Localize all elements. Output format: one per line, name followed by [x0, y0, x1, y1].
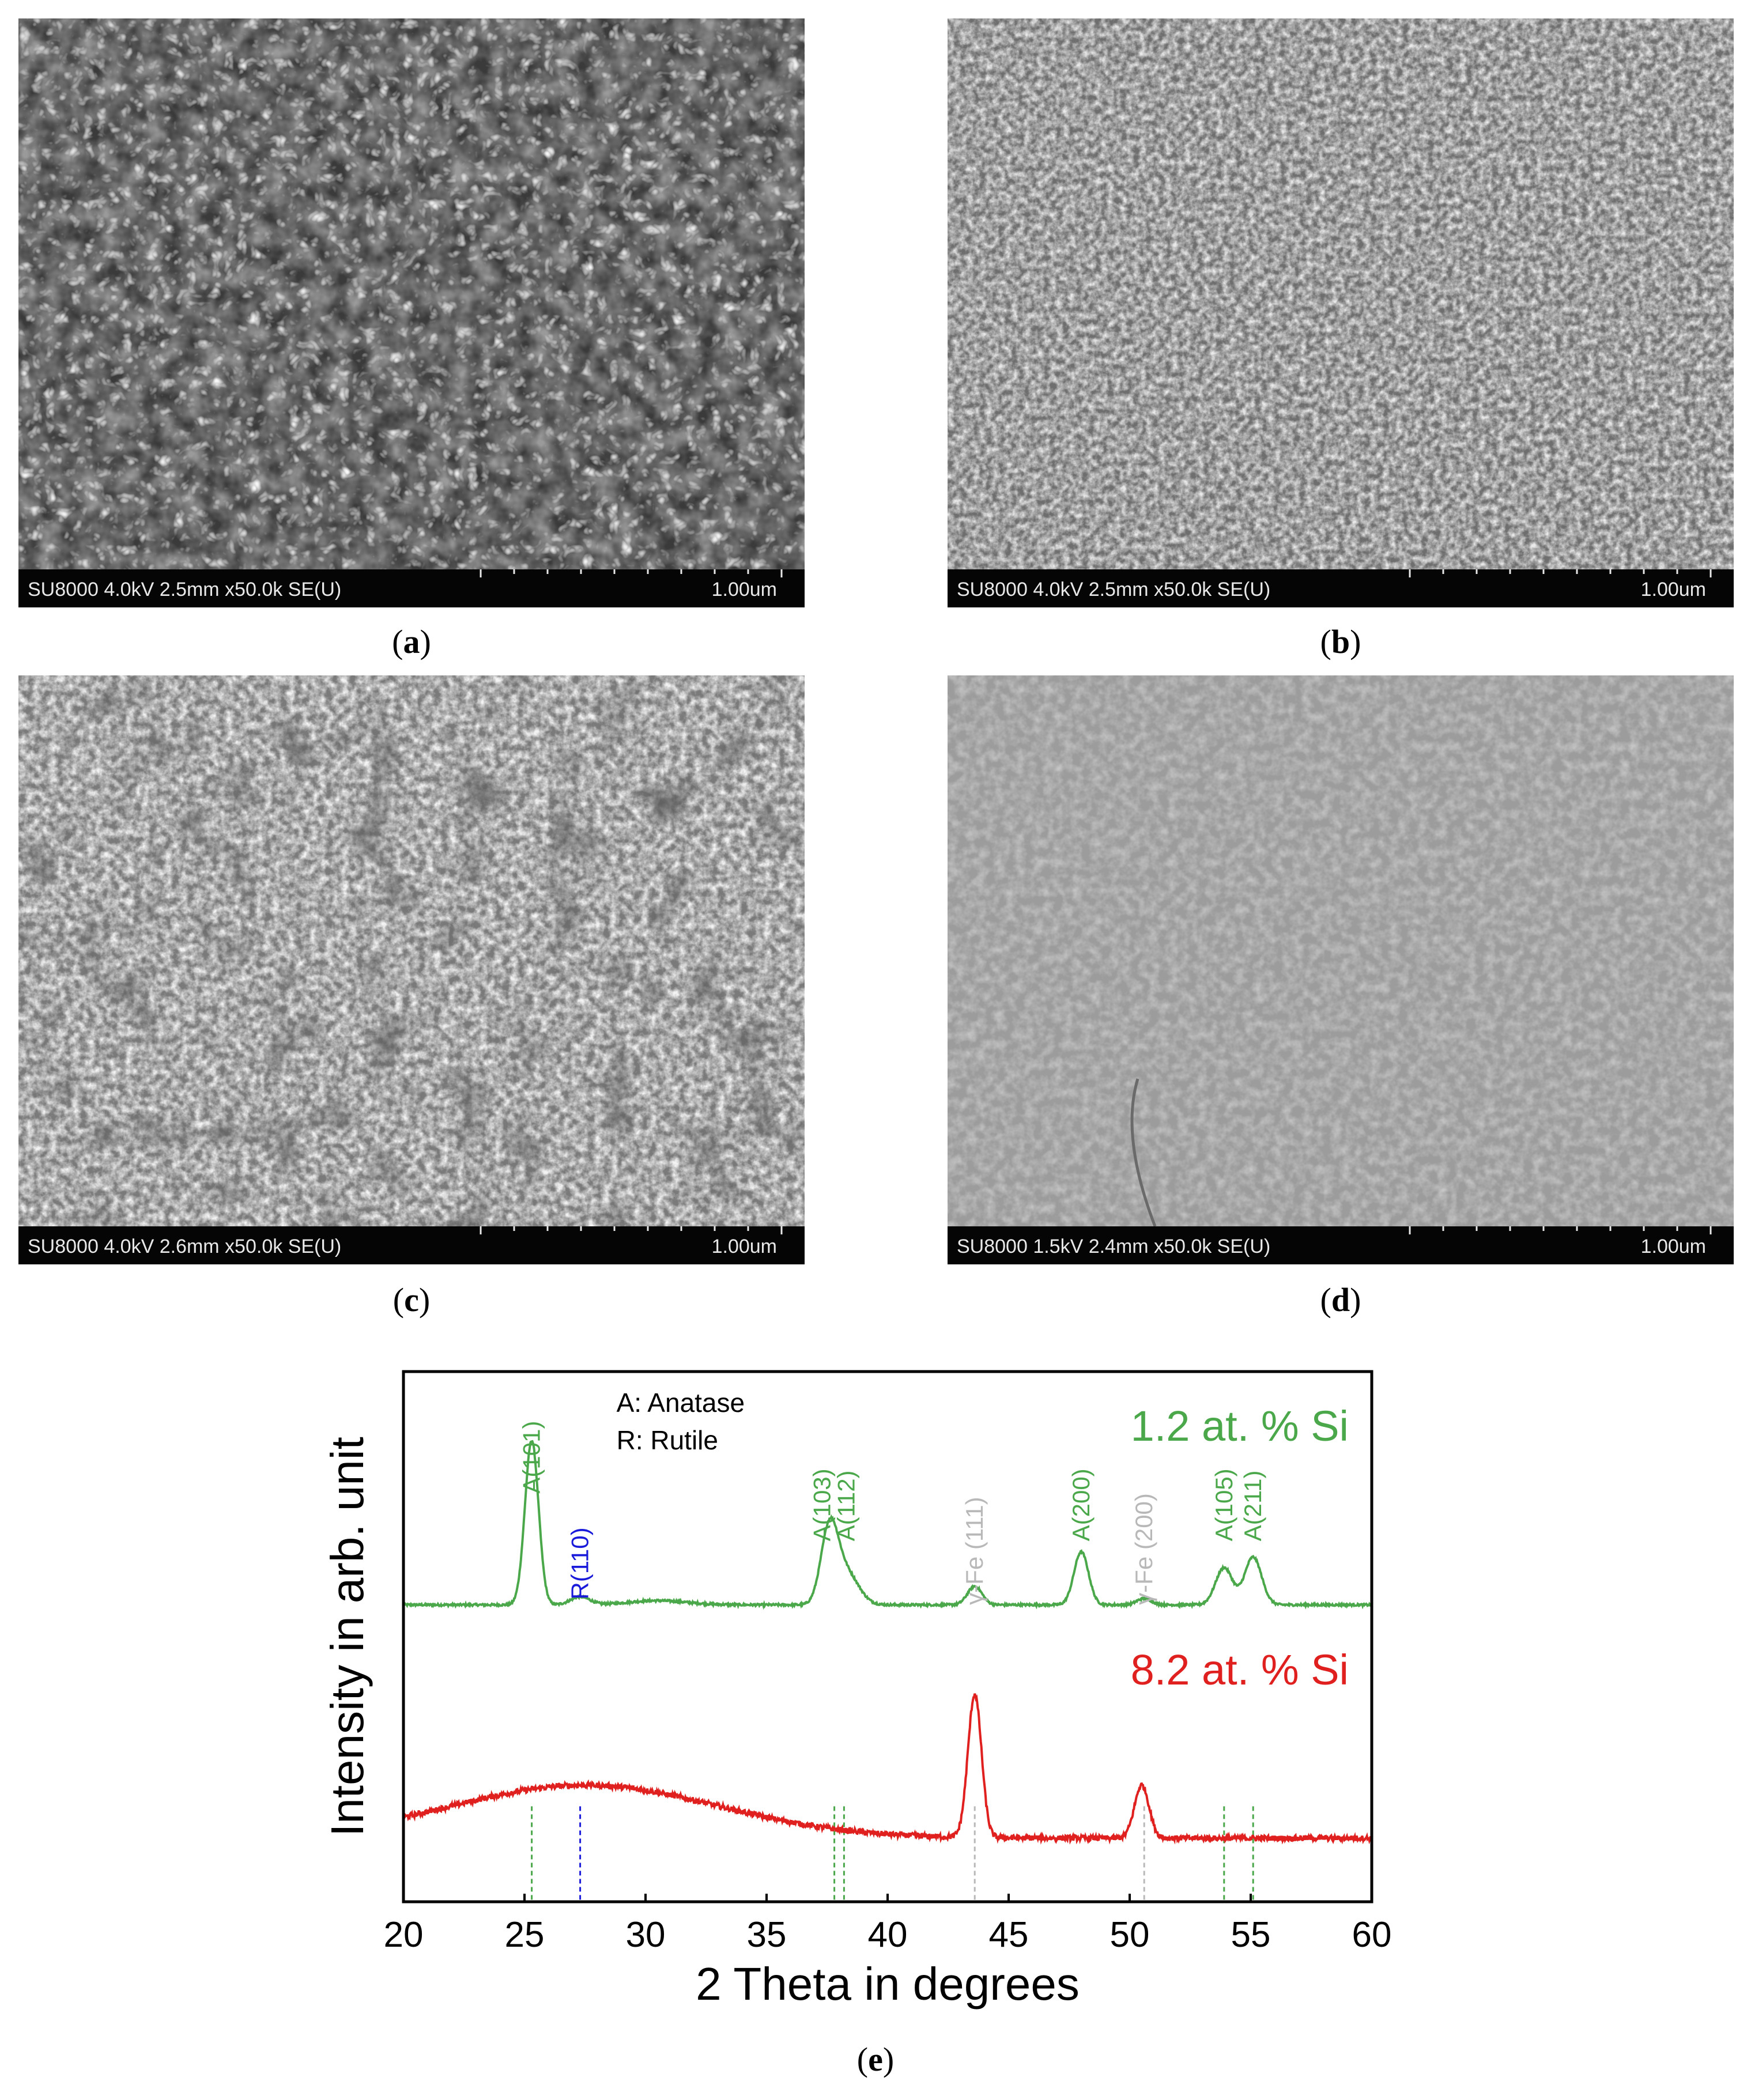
peak-label: A(101)	[518, 1421, 545, 1494]
series-label-1-2-si: 1.2 at. % Si	[1131, 1402, 1349, 1450]
peak-label: R(110)	[567, 1527, 594, 1599]
sem-info-bar-b: SU8000 4.0kV 2.5mm x50.0k SE(U) 1.00um	[948, 569, 1734, 607]
plot-frame	[402, 1370, 1373, 1903]
peak-label: A(103)	[809, 1468, 836, 1541]
peak-label: A(211)	[1239, 1470, 1266, 1541]
x-axis-label: 2 Theta in degrees	[696, 1958, 1080, 2010]
caption-b: (b)	[1320, 623, 1361, 660]
peak-label: A(105)	[1210, 1468, 1237, 1541]
scale-ruler	[480, 569, 783, 577]
sem-info-bar-c: SU8000 4.0kV 2.6mm x50.0k SE(U) 1.00um	[18, 1226, 805, 1264]
x-tick-label: 30	[626, 1915, 666, 1955]
x-tick-label: 60	[1352, 1915, 1392, 1955]
sem-panel-c: SU8000 4.0kV 2.6mm x50.0k SE(U) 1.00um	[18, 675, 805, 1264]
scale-label: 1.00um	[711, 1236, 777, 1257]
caption-d: (d)	[1320, 1281, 1361, 1319]
x-tick-label: 20	[384, 1915, 424, 1955]
x-tick-label: 35	[747, 1915, 787, 1955]
series-label-8-2-si: 8.2 at. % Si	[1131, 1646, 1349, 1694]
scale-label: 1.00um	[1640, 579, 1706, 600]
scale-label: 1.00um	[1640, 1236, 1706, 1257]
legend-anatase: A: Anatase	[617, 1388, 745, 1418]
scale-ruler	[1409, 569, 1712, 577]
sem-info-text: SU8000 4.0kV 2.5mm x50.0k SE(U)	[957, 579, 1271, 600]
legend: A: Anatase R: Rutile	[617, 1388, 745, 1455]
scale-ruler	[1409, 1226, 1712, 1234]
peak-labels: A(101) R(110) A(103)A(112) γ-Fe (111) A(200)…	[518, 1421, 1267, 1605]
series-lines	[402, 1440, 1373, 1845]
sem-image-d	[948, 675, 1734, 1226]
x-tick-label: 55	[1231, 1915, 1271, 1955]
x-tick-label: 40	[868, 1915, 908, 1955]
legend-rutile: R: Rutile	[617, 1425, 718, 1455]
sem-panel-a: SU8000 4.0kV 2.5mm x50.0k SE(U) 1.00um	[18, 18, 805, 607]
y-axis-label: Intensity in arb. unit	[323, 1437, 373, 1837]
x-tick-label: 45	[989, 1915, 1029, 1955]
sem-info-text: SU8000 1.5kV 2.4mm x50.0k SE(U)	[957, 1236, 1271, 1257]
series-line-1	[402, 1693, 1373, 1845]
sem-image-c	[18, 675, 805, 1226]
sem-info-text: SU8000 4.0kV 2.6mm x50.0k SE(U)	[28, 1236, 342, 1257]
caption-c: (c)	[393, 1281, 431, 1319]
peak-label: γ-Fe (200)	[1130, 1493, 1157, 1605]
scale-label: 1.00um	[711, 579, 777, 600]
scale-ruler	[480, 1226, 783, 1234]
caption-e: (e)	[856, 2041, 895, 2078]
sem-panel-d: SU8000 1.5kV 2.4mm x50.0k SE(U) 1.00um	[948, 675, 1734, 1264]
sem-info-text: SU8000 4.0kV 2.5mm x50.0k SE(U)	[28, 579, 342, 600]
sem-image-a	[18, 18, 805, 569]
peak-label: γ-Fe (111)	[961, 1497, 988, 1604]
x-tick-label: 25	[505, 1915, 545, 1955]
x-ticks: 20 25 30 35 40 45 50 55 60	[384, 1894, 1392, 1955]
xrd-chart: A(101) R(110) A(103)A(112) γ-Fe (111) A(200)…	[323, 1370, 1392, 2010]
sem-info-bar-d: SU8000 1.5kV 2.4mm x50.0k SE(U) 1.00um	[948, 1226, 1734, 1264]
peak-label: A(112)	[833, 1470, 860, 1541]
x-tick-label: 50	[1110, 1915, 1150, 1955]
peak-label: A(200)	[1067, 1468, 1095, 1541]
sem-info-bar-a: SU8000 4.0kV 2.5mm x50.0k SE(U) 1.00um	[18, 569, 805, 607]
sem-image-b	[948, 18, 1734, 569]
reference-lines	[531, 1806, 1254, 1902]
series-line-0	[402, 1440, 1373, 1610]
sem-panel-b: SU8000 4.0kV 2.5mm x50.0k SE(U) 1.00um	[948, 18, 1734, 607]
caption-a: (a)	[392, 623, 431, 660]
